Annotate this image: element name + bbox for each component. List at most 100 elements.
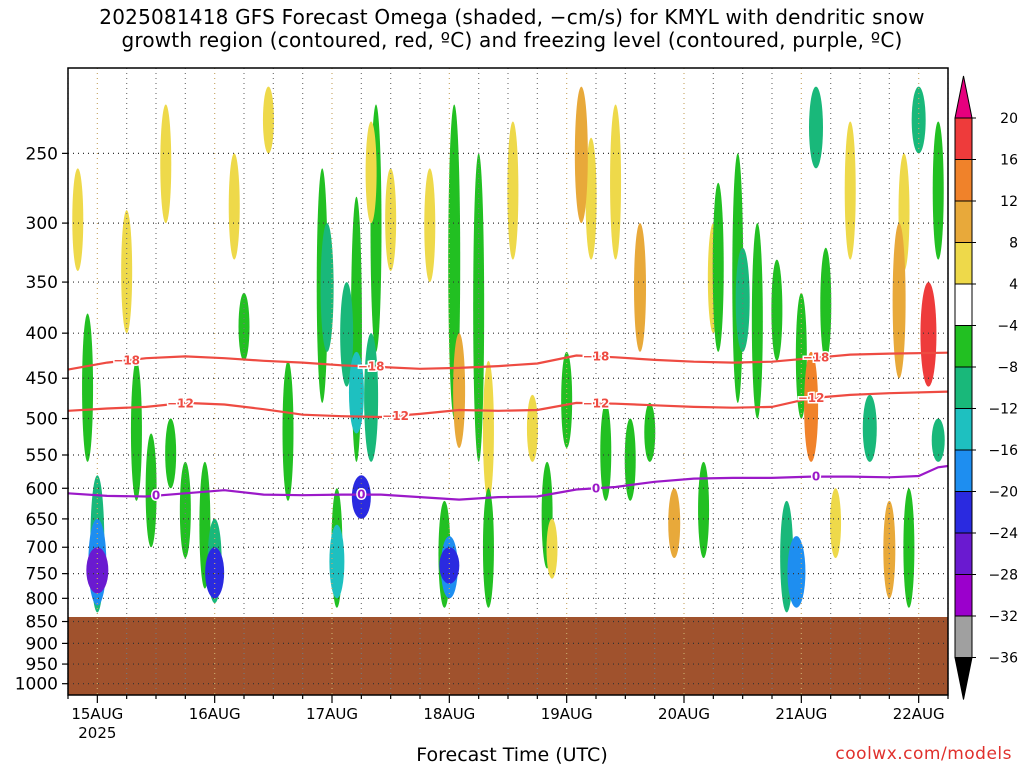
omega-cell: [892, 223, 906, 379]
y-tick-label: 550: [26, 446, 58, 466]
ground-mask: [68, 616, 948, 695]
site-credit[interactable]: coolwx.com/models: [835, 744, 1012, 764]
contour-label: −18: [113, 353, 140, 367]
x-tick-label: 20AUG: [658, 705, 710, 723]
colorbar-bin: [954, 242, 973, 285]
omega-cell: [830, 488, 842, 559]
omega-cell: [179, 461, 191, 559]
omega-cell: [795, 292, 807, 419]
colorbar-label: −32: [988, 609, 1018, 625]
x-tick-label: 15AUG: [71, 705, 123, 723]
omega-cell: [585, 137, 597, 260]
contour-line: [67, 464, 949, 501]
y-tick-label: 600: [26, 479, 58, 499]
colorbar: 20 16 12 8 4 −4 −8 −12 −16 −20 −24 −28 −32 −36: [954, 75, 1018, 700]
colorbar-bin: [954, 449, 973, 492]
omega-cell: [453, 333, 466, 448]
omega-cell: [329, 524, 345, 599]
omega-cell: [920, 282, 937, 387]
colorbar-label: 16: [1000, 153, 1018, 169]
colorbar-bin: [954, 325, 973, 368]
omega-cell: [351, 475, 371, 519]
omega-cell: [771, 259, 783, 361]
omega-cell: [883, 500, 896, 599]
colorbar-label: 4: [1009, 277, 1018, 293]
x-tick-label: 17AUG: [306, 705, 358, 723]
colorbar-label: 20: [1000, 111, 1018, 127]
colorbar-bin: [954, 366, 973, 409]
contour-label: 0: [152, 489, 160, 503]
omega-cell: [72, 168, 84, 271]
contour-label: 0: [812, 470, 820, 484]
omega-cell: [735, 247, 750, 352]
y-tick-label: 850: [26, 613, 58, 633]
colorbar-bin: [954, 159, 973, 202]
contour-label: −12: [583, 396, 610, 410]
ground-fill: [68, 616, 948, 695]
omega-cell: [385, 168, 397, 271]
colorbar-label: −36: [988, 651, 1018, 667]
omega-cell: [844, 121, 856, 260]
colorbar-bin: [954, 574, 973, 617]
omega-cell: [931, 418, 945, 462]
y-tick-label: 400: [26, 324, 58, 344]
omega-cell: [668, 488, 681, 559]
omega-cell: [903, 488, 915, 608]
omega-cell: [348, 351, 364, 434]
colorbar-label: 12: [1000, 194, 1018, 210]
y-tick-label: 750: [26, 565, 58, 585]
omega-cell: [439, 547, 460, 584]
y-tick-label: 300: [26, 214, 58, 234]
omega-cell: [340, 282, 354, 387]
omega-cell: [600, 402, 612, 501]
contour-label: −18: [583, 349, 610, 363]
omega-cell: [644, 402, 656, 462]
omega-cell: [228, 153, 240, 260]
omega-cell: [365, 121, 377, 224]
colorbar-bin: [954, 117, 973, 160]
x-tick-label: 18AUG: [423, 705, 475, 723]
y-tick-label: 700: [26, 538, 58, 558]
omega-cell: [205, 547, 225, 599]
x-tick-sublabel: 2025: [78, 724, 116, 742]
omega-cell: [561, 351, 573, 448]
contour-label: −12: [382, 409, 409, 423]
y-tick-label: 500: [26, 410, 58, 430]
omega-cell: [160, 104, 172, 224]
omega-cell: [698, 461, 710, 559]
y-tick-label: 350: [26, 273, 58, 293]
omega-cell: [86, 547, 109, 594]
omega-cell: [546, 518, 558, 579]
temperature-contours: −18 −18 −18 −18 −12 −12 −12 −12 0 0 0 0: [67, 348, 949, 504]
x-axis-label: Forecast Time (UTC): [416, 744, 608, 766]
y-tick-label: 250: [26, 144, 58, 164]
colorbar-label: −4: [997, 319, 1018, 335]
omega-cell: [911, 86, 926, 154]
omega-cell: [424, 168, 436, 283]
colorbar-label: −28: [988, 568, 1018, 584]
contour-label: −18: [803, 351, 830, 365]
y-tick-label: 1000: [15, 675, 58, 695]
x-tick-label: 22AUG: [893, 705, 945, 723]
omega-shading: [72, 86, 945, 613]
colorbar-bin: [954, 408, 973, 451]
omega-cell: [473, 153, 485, 462]
omega-cell: [130, 360, 142, 501]
omega-cell: [482, 360, 494, 501]
omega-cell: [712, 182, 724, 352]
omega-cell: [820, 247, 832, 361]
colorbar-label: −8: [997, 360, 1018, 376]
colorbar-label: 8: [1009, 236, 1018, 252]
colorbar-label: −12: [988, 402, 1018, 418]
contour-line: [67, 390, 949, 419]
y-tick-label: 950: [26, 655, 58, 675]
omega-cell: [574, 86, 588, 224]
contour-label: −12: [798, 391, 825, 405]
omega-cell: [862, 394, 877, 462]
omega-cell: [624, 418, 636, 501]
omega-cell: [320, 223, 334, 352]
contour-label: −12: [167, 396, 194, 410]
omega-cell: [809, 86, 823, 169]
x-tick-label: 16AUG: [189, 705, 241, 723]
